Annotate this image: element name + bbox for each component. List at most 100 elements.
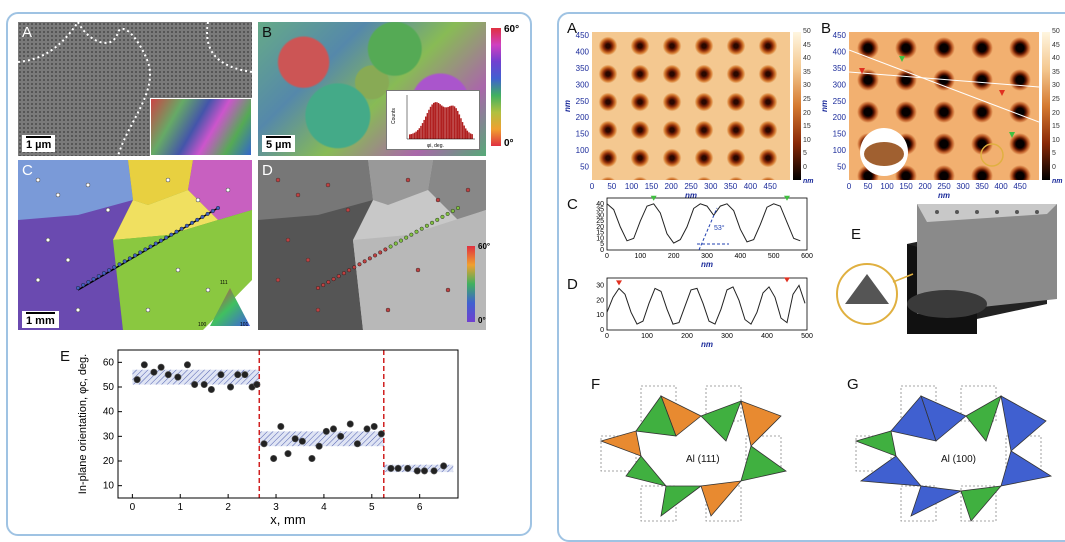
- scan-dot: [367, 256, 372, 261]
- afm-x-tick: 300: [704, 182, 718, 191]
- colorbar-tick: 40: [1052, 55, 1060, 63]
- data-point: [157, 363, 165, 371]
- scan-dot: [388, 244, 393, 249]
- afm-colorbar-a: [793, 32, 801, 180]
- x-tick-label: 4: [321, 502, 327, 513]
- data-point: [346, 420, 354, 428]
- histogram-bar: [465, 128, 467, 139]
- ebsd-inset: [150, 98, 252, 156]
- peak-marker: [650, 195, 657, 201]
- histogram-bar: [431, 104, 433, 139]
- marker-dot: [205, 287, 211, 293]
- afm-axes-a: 0 50 100 150 200 250 300 350 400 450 450 400 350 300 2…: [563, 31, 777, 200]
- scan-dot: [148, 244, 153, 249]
- afm-y-tick: 300: [576, 80, 590, 89]
- histogram-bar: [413, 132, 416, 139]
- svg-text:φi, deg.: φi, deg.: [427, 143, 444, 149]
- orientation-scatter-chart: 0 1 2 3 4 5 6 10 20 30 40 50 60 x, mm In-plane orienta…: [77, 349, 459, 527]
- x-tick-label: 2: [225, 502, 231, 513]
- data-point: [353, 440, 361, 448]
- marker-dot: [225, 187, 231, 193]
- scan-dot: [164, 235, 169, 240]
- colorbar-tick: 20: [803, 109, 811, 117]
- marker-dot: [305, 257, 311, 263]
- histogram-bar: [425, 116, 427, 139]
- left-figure-frame: 1 µm A Counts φi, deg. 5 µm B 60° 0°: [6, 12, 532, 536]
- scan-dot: [316, 285, 321, 290]
- histogram-bar: [466, 130, 469, 139]
- marker-dot: [405, 177, 411, 183]
- caption-al-100: Al (100): [941, 454, 976, 465]
- histogram-bar: [410, 134, 413, 139]
- colorbar-tick: 5: [1052, 150, 1056, 158]
- marker-dot: [35, 277, 41, 283]
- histogram-bar: [439, 104, 441, 139]
- peak-marker: [784, 277, 790, 283]
- scan-dot: [362, 259, 367, 264]
- scan-dot: [101, 271, 106, 276]
- data-point: [420, 467, 428, 475]
- scan-dot: [143, 247, 148, 252]
- histogram-bar: [409, 134, 411, 139]
- scan-dot: [117, 262, 122, 267]
- histogram-bar: [421, 123, 424, 139]
- scan-dot: [357, 262, 362, 267]
- y-tick-label: 30: [103, 431, 115, 442]
- scalebar-b: 5 µm: [262, 135, 296, 152]
- scan-dot: [373, 253, 378, 258]
- scan-dot: [153, 241, 158, 246]
- data-point: [260, 440, 268, 448]
- afm-x-tick: 300: [956, 182, 970, 191]
- colorbar-tick: 20: [1052, 109, 1060, 117]
- scan-dot: [336, 274, 341, 279]
- colorbar-tick: 30: [1052, 82, 1060, 90]
- colorbar-d: [467, 246, 475, 322]
- afm-y-tick: 200: [833, 113, 847, 122]
- data-point: [200, 381, 208, 389]
- afm-x-tick: 400: [744, 182, 758, 191]
- colorbar-tick: 0: [803, 164, 807, 171]
- data-point: [387, 464, 395, 472]
- caption-al-111: Al (111): [686, 454, 720, 465]
- band-1: [259, 431, 384, 447]
- data-point: [329, 425, 337, 433]
- x-tick-label: 5: [369, 502, 375, 513]
- data-point: [322, 427, 330, 435]
- grain-map-panel-c: 111 100 101 1 mm: [18, 160, 252, 330]
- triangle-label-111: 111: [220, 280, 228, 286]
- colorbar-tick: 40: [803, 55, 811, 63]
- afm-y-tick: 350: [576, 64, 590, 73]
- scan-dot: [205, 211, 210, 216]
- panel-label-right-e: E: [851, 226, 862, 243]
- scan-dot: [445, 211, 450, 216]
- scan-dot: [347, 268, 352, 273]
- scan-dot: [398, 238, 403, 243]
- data-point: [404, 464, 412, 472]
- panel-label-right-d: D: [567, 276, 578, 293]
- histogram-bar: [449, 106, 451, 139]
- x-tick-label: 300: [701, 253, 713, 260]
- marker-dot: [275, 277, 281, 283]
- angle-line: [698, 207, 718, 251]
- histogram-bar: [442, 106, 445, 139]
- data-point: [298, 437, 306, 445]
- x-tick-label: 300: [721, 333, 733, 340]
- afm-x-tick: 0: [847, 182, 852, 191]
- afm-y-tick: 450: [576, 31, 590, 40]
- histogram-bar: [444, 107, 446, 139]
- afm-y-tick: 200: [576, 113, 590, 122]
- scalebar-c: 1 mm: [22, 311, 59, 328]
- histogram-bar: [434, 102, 437, 139]
- colorbar-d-top: 60°: [478, 242, 491, 251]
- afm-y-tick: 250: [833, 97, 847, 106]
- data-point: [191, 381, 199, 389]
- scan-dot: [127, 256, 132, 261]
- histogram-bar: [457, 110, 459, 139]
- scan-dot: [440, 214, 445, 219]
- afm-x-tick: 50: [864, 182, 873, 191]
- marker-dot: [195, 197, 201, 203]
- panel-label-right-g: G: [847, 376, 859, 393]
- data-point: [370, 422, 378, 430]
- x-tick-label: 0: [130, 502, 136, 513]
